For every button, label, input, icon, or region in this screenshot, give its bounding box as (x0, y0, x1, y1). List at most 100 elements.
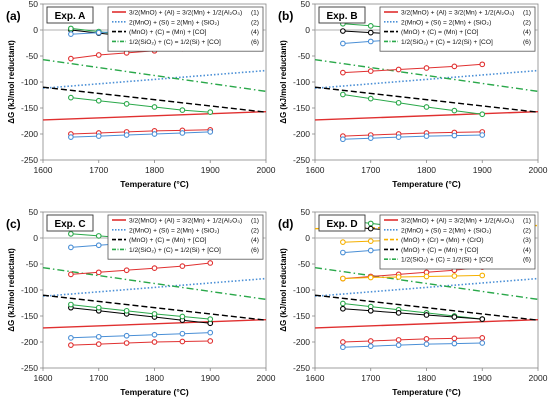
y-tick-label: -50 (298, 259, 311, 269)
legend-label-6: 1/2(SiO₂) + (C) = 1/2(Si) + [CO] (129, 247, 221, 254)
y-tick-label: -50 (26, 51, 39, 61)
series-line (342, 63, 483, 74)
reaction-line-2 (43, 277, 266, 298)
x-tick-label: 1900 (201, 165, 220, 175)
reaction-line-6 (315, 58, 538, 93)
series-point (207, 338, 214, 344)
series-line (342, 266, 483, 280)
legend-number-4: (4) (523, 29, 531, 36)
title-box: Exp. C (46, 214, 94, 232)
series-line (70, 262, 211, 275)
series-point (151, 339, 158, 345)
series-point (68, 31, 74, 38)
legend-label-1: 3/2(MnO) + (Al) = 3/2(Mn) + 1/2(Al₂O₃) (401, 10, 514, 17)
y-tick-label: 50 (301, 207, 311, 217)
panel-letter: (d) (278, 217, 293, 231)
legend-label-1: 3/2(MnO) + (Al) = 3/2(Mn) + 1/2(Al₂O₃) (129, 10, 242, 17)
reaction-line-1 (43, 318, 266, 329)
series-line (342, 274, 483, 280)
series-point (207, 329, 214, 336)
x-tick-label: 1900 (473, 165, 492, 175)
chart-title: Exp. B (326, 11, 357, 22)
series-point (340, 91, 346, 98)
y-tick-label: -100 (293, 285, 310, 295)
series-line (70, 307, 211, 324)
y-axis-label: ΔG (kJ/mol reductant) (279, 40, 288, 124)
legend-number-1: (1) (523, 218, 531, 225)
series-point (395, 134, 402, 140)
series-line (342, 134, 483, 140)
series-point (95, 242, 102, 249)
reaction-line-4 (43, 294, 266, 321)
y-tick-label: -200 (21, 337, 38, 347)
series-point (451, 314, 458, 320)
y-tick-label: -250 (21, 155, 38, 165)
legend-frame (379, 214, 536, 270)
chart-title: Exp. C (54, 219, 85, 230)
series-point (151, 331, 158, 338)
legend-label-4: (MnO) + (C) = (Mn) + [CO] (401, 29, 479, 36)
series-point (423, 336, 430, 342)
legend-frame (107, 6, 264, 52)
reaction-line-6 (315, 266, 538, 301)
legend-label-4: (MnO) + (C) = (Mn) + [CO] (129, 237, 207, 244)
legend: 3/2(MnO) + (Al) = 3/2(Mn) + 1/2(Al₂O₃) (1… (379, 214, 536, 270)
reaction-line-4 (315, 86, 538, 113)
title-frame (46, 6, 94, 24)
series-point (479, 132, 486, 138)
series-point (95, 29, 102, 36)
x-axis-label: Temperature (°C) (392, 387, 461, 397)
series-point (123, 332, 130, 339)
series-line (342, 94, 483, 115)
chart-panel-4: (d) -250 -200 -150 -100 -50 0 50 1600 1700 1800 190… (278, 207, 548, 397)
series-point (367, 338, 374, 344)
reaction-line-2 (43, 69, 266, 90)
series-point (68, 94, 74, 101)
series-point (340, 344, 346, 351)
x-tick-label: 1600 (306, 373, 325, 383)
legend: 3/2(MnO) + (Al) = 3/2(Mn) + 1/2(Al₂O₃) (1… (379, 6, 536, 52)
title-box: Exp. A (46, 6, 94, 24)
series-point (151, 131, 158, 137)
series-point (479, 272, 486, 279)
x-tick-label: 1700 (89, 165, 108, 175)
x-tick-label: 1600 (34, 373, 53, 383)
legend-label-2: 2(MnO) + (Si) = 2(Mn) + (SiO₂) (401, 19, 491, 26)
x-tick-label: 2000 (529, 165, 548, 175)
reaction-line-2 (315, 69, 538, 90)
legend: 3/2(MnO) + (Al) = 3/2(Mn) + 1/2(Al₂O₃) (1… (107, 6, 264, 52)
series-point (367, 68, 374, 74)
series-point (395, 274, 402, 280)
legend-number-6: (6) (523, 257, 531, 264)
series-point (95, 304, 102, 311)
series-point (207, 129, 214, 135)
legend-label-6: 1/2(SiO₂) + (C) = 1/2(Si) + [CO] (401, 257, 493, 264)
series-point (151, 104, 158, 110)
series-point (179, 263, 186, 269)
x-tick-label: 2000 (529, 373, 548, 383)
legend-frame (107, 214, 264, 260)
legend-number-3: (3) (523, 237, 531, 244)
y-tick-label: 0 (305, 25, 310, 35)
x-tick-label: 2000 (257, 373, 276, 383)
legend-number-4: (4) (251, 29, 259, 36)
y-axis-label: ΔG (kJ/mol reductant) (7, 248, 16, 332)
series-point (151, 265, 158, 272)
y-axis-label: ΔG (kJ/mol reductant) (7, 40, 16, 124)
reaction-line-6 (43, 58, 266, 93)
y-tick-label: 50 (301, 0, 311, 9)
x-axis-label: Temperature (°C) (120, 387, 189, 397)
series-point (451, 107, 458, 114)
series-point (451, 273, 458, 279)
legend-number-6: (6) (251, 247, 259, 254)
legend-label-1: 3/2(MnO) + (Al) = 3/2(Mn) + 1/2(Al₂O₃) (129, 218, 242, 225)
series-point (340, 40, 346, 47)
x-tick-label: 1700 (89, 373, 108, 383)
y-tick-label: 0 (33, 233, 38, 243)
title-frame (46, 214, 94, 232)
y-tick-label: -50 (298, 51, 311, 61)
series-point (95, 133, 102, 139)
reaction-line-1 (315, 110, 538, 121)
series-point (340, 239, 346, 246)
legend-number-4: (4) (523, 247, 531, 254)
